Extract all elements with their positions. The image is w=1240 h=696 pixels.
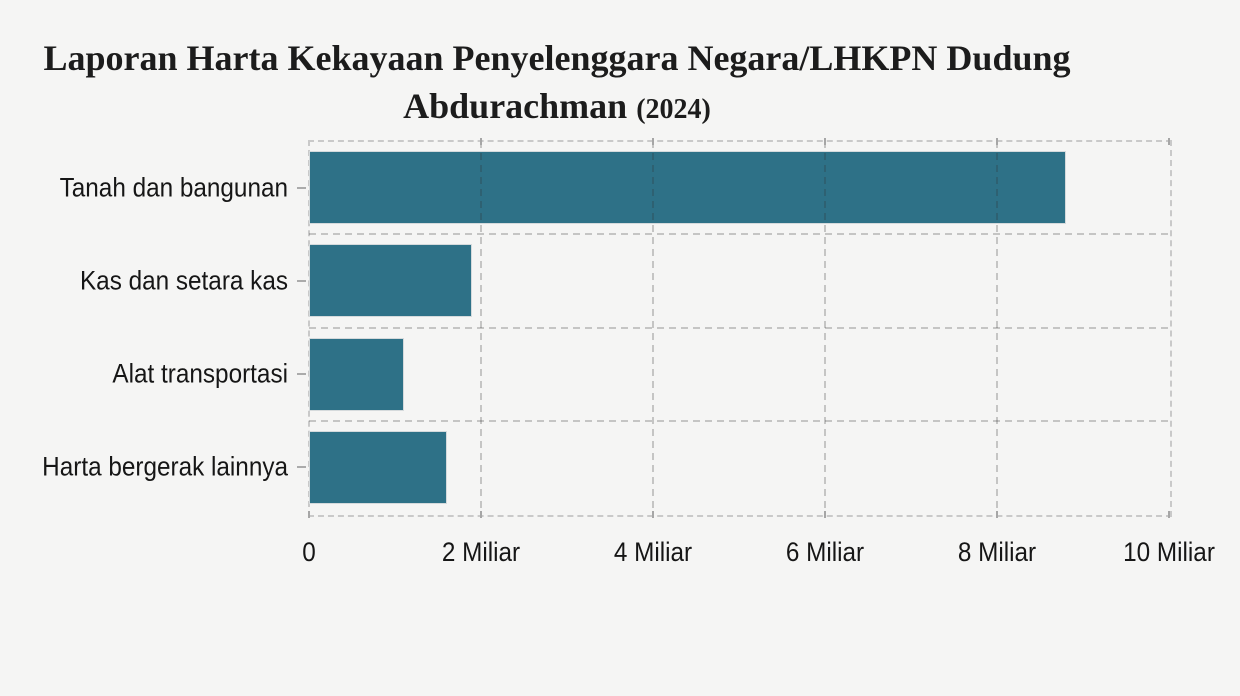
gridline-vertical-6-miliar — [824, 141, 826, 514]
y-axis-label-tanah-dan-bangunan: Tanah dan bangunan — [59, 172, 288, 203]
y-axis-tick — [297, 279, 306, 282]
gridline-horizontal — [309, 233, 1169, 236]
x-axis-label-8-miliar: 8 Miliar — [957, 537, 1037, 567]
gridline-vertical-2-miliar — [480, 141, 482, 514]
y-axis-tick — [297, 373, 306, 376]
bar-harta-bergerak-lainnya — [309, 430, 447, 504]
y-axis-tick — [297, 186, 306, 189]
bar-tanah-dan-bangunan — [309, 151, 1066, 225]
x-axis-label-10-miliar: 10 Miliar — [1123, 537, 1215, 567]
chart-title: Laporan Harta Kekayaan Penyelenggara Neg… — [0, 34, 1114, 134]
x-axis-label-2-miliar: 2 Miliar — [441, 537, 521, 567]
gridline-horizontal — [309, 419, 1169, 422]
chart-title-line2: Abdurachman (2024) — [0, 82, 1114, 134]
x-axis-tick-top — [480, 138, 482, 145]
x-axis-label-4-miliar: 4 Miliar — [613, 537, 693, 567]
x-axis-label-0: 0 — [302, 537, 316, 567]
y-axis-label-kas-dan-setara-kas: Kas dan setara kas — [79, 265, 288, 296]
bar-kas-dan-setara-kas — [309, 244, 473, 318]
y-axis-tick — [297, 466, 306, 469]
x-axis-tick-top — [652, 138, 654, 145]
chart-title-year: (2024) — [636, 94, 711, 125]
x-axis-tick-top — [996, 138, 998, 145]
bar-alat-transportasi — [309, 337, 404, 411]
plot-frame — [308, 140, 1172, 517]
chart-title-line1: Laporan Harta Kekayaan Penyelenggara Neg… — [43, 38, 1071, 78]
gridline-vertical-4-miliar — [652, 141, 654, 514]
x-axis-tick-bottom — [1168, 511, 1170, 518]
x-axis-tick-top — [1168, 138, 1170, 145]
gridline-horizontal — [309, 326, 1169, 329]
y-axis-label-harta-bergerak-lainnya: Harta bergerak lainnya — [42, 451, 288, 482]
chart-title-name: Abdurachman — [403, 86, 637, 126]
x-axis-label-6-miliar: 6 Miliar — [785, 537, 865, 567]
x-axis-tick-bottom — [480, 511, 482, 518]
plot-area — [297, 138, 1172, 518]
x-axis-tick-bottom — [996, 511, 998, 518]
x-axis-tick-bottom — [308, 511, 310, 518]
y-axis-label-alat-transportasi: Alat transportasi — [112, 358, 288, 389]
gridline-vertical-8-miliar — [996, 141, 998, 514]
x-axis-tick-top — [824, 138, 826, 145]
x-axis-tick-bottom — [652, 511, 654, 518]
x-axis-tick-bottom — [824, 511, 826, 518]
